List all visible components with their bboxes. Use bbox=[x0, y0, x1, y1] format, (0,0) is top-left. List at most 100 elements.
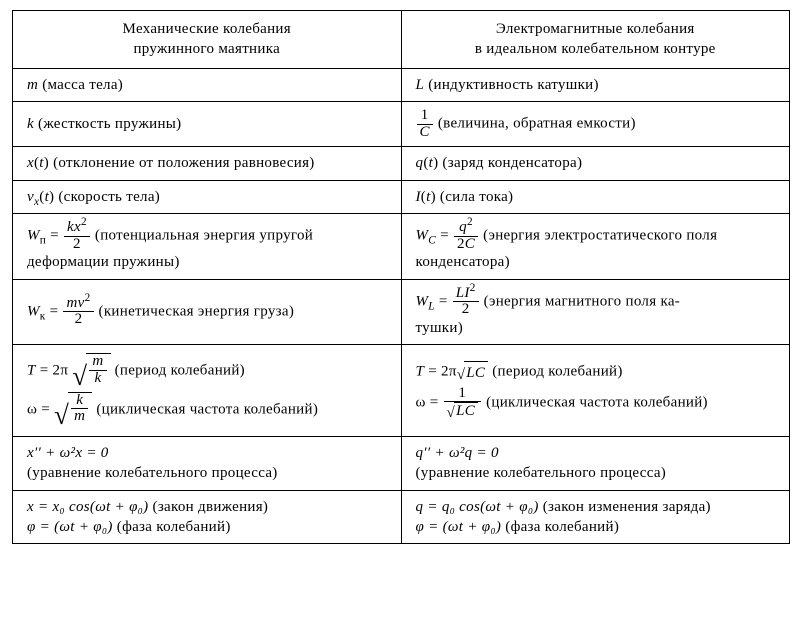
txt-law-charge: (закон изменения заряда) bbox=[539, 499, 711, 515]
txt-vx: (скорость тела) bbox=[54, 189, 160, 205]
radicand: mk bbox=[86, 353, 110, 387]
txt-Wc-a: (энергия электростатического поля bbox=[479, 227, 717, 243]
eq-phase-q: φ = (ωt + φ₀) bbox=[416, 519, 502, 535]
radical-icon: √ bbox=[457, 365, 466, 385]
sym-Wk-sub: к bbox=[40, 310, 46, 322]
frac-den: 2 bbox=[64, 237, 90, 253]
sym-v-sub: x bbox=[34, 196, 39, 208]
eq-omega-mech: ω = √km (циклическая частота колебаний) bbox=[27, 392, 391, 428]
eq-T-em: T = 2π√LC (период колебаний) bbox=[416, 361, 780, 383]
frac-den: C bbox=[417, 125, 433, 141]
cell-I: I(t) (сила тока) bbox=[401, 180, 790, 213]
cell-Wl: WL = LI2 2 (энергия магнитного поля ка- … bbox=[401, 279, 790, 345]
txt-omega-2: (циклическая частота колебаний) bbox=[482, 394, 708, 410]
sqrt-m-over-k: √mk bbox=[72, 353, 110, 389]
cell-period-em: T = 2π√LC (период колебаний) ω = 1 √LC (… bbox=[401, 345, 790, 437]
cell-mass: m (масса тела) bbox=[13, 68, 402, 101]
header-mechanical: Механические колебания пружинного маятни… bbox=[13, 11, 402, 69]
txt-I: (сила тока) bbox=[436, 189, 514, 205]
frac-mv2-2: mv2 2 bbox=[63, 296, 93, 329]
exp2: 2 bbox=[85, 292, 91, 304]
txt-x-of-t: (отклонение от положения равновесия) bbox=[49, 155, 315, 171]
frac-kx2-2: kx2 2 bbox=[64, 220, 90, 253]
sym-Wc: W bbox=[416, 227, 429, 243]
frac-k-m: km bbox=[71, 393, 88, 426]
sym-L: L bbox=[416, 77, 425, 93]
txt-q-of-t: (заряд конденсатора) bbox=[438, 155, 582, 171]
frac-m-k: mk bbox=[89, 354, 106, 387]
sym-x: x bbox=[27, 155, 34, 171]
cell-Wp: Wп = kx2 2 (потенциальная энергия упруго… bbox=[13, 213, 402, 279]
cell-ode-mech: x′′ + ω²x = 0 (уравнение колебательного … bbox=[13, 437, 402, 491]
cell-Wc: WC = q2 2C (энергия электростатического … bbox=[401, 213, 790, 279]
table-row: x = x₀ cos(ωt + φ₀) (закон движения) φ =… bbox=[13, 490, 790, 544]
exp2: 2 bbox=[470, 282, 476, 294]
txt-one-over-c: (величина, обратная емкости) bbox=[434, 115, 636, 131]
m: m bbox=[89, 354, 106, 371]
frac-num: mv2 bbox=[63, 296, 93, 313]
cell-x-of-t: x(t) (отклонение от положения равновесия… bbox=[13, 147, 402, 180]
sym-I: I bbox=[416, 189, 421, 205]
table-row: vx(t) (скорость тела) I(t) (сила тока) bbox=[13, 180, 790, 213]
cell-vx: vx(t) (скорость тела) bbox=[13, 180, 402, 213]
table-row: x′′ + ω²x = 0 (уравнение колебательного … bbox=[13, 437, 790, 491]
sym-Wp-sub: п bbox=[40, 234, 46, 246]
table-row: T = 2π √mk (период колебаний) ω = √km (ц… bbox=[13, 345, 790, 437]
txt-Wk: (кинетическая энергия груза) bbox=[95, 303, 295, 319]
cell-solution-mech: x = x₀ cos(ωt + φ₀) (закон движения) φ =… bbox=[13, 490, 402, 544]
frac-den: 2 bbox=[63, 312, 93, 328]
sym-T2: T bbox=[416, 364, 425, 380]
exp2: 2 bbox=[81, 216, 87, 228]
radicand: km bbox=[68, 392, 92, 426]
cell-Wk: Wк = mv2 2 (кинетическая энергия груза) bbox=[13, 279, 402, 345]
radical-icon: √ bbox=[54, 397, 69, 433]
k: k bbox=[67, 219, 74, 235]
eq-q-cos: q = q₀ cos(ωt + φ₀) bbox=[416, 499, 539, 515]
frac-den: 2 bbox=[453, 302, 479, 318]
txt-ode-2: (уравнение колебательного процесса) bbox=[416, 465, 667, 481]
cell-ode-em: q′′ + ω²q = 0 (уравнение колебательного … bbox=[401, 437, 790, 491]
frac-num: 1 bbox=[444, 386, 482, 403]
sym-Wp: W bbox=[27, 227, 40, 243]
sqrt-LC: √LC bbox=[457, 361, 489, 383]
txt-omega-eq: ω = bbox=[27, 401, 54, 417]
cell-stiffness: k (жесткость пружины) bbox=[13, 101, 402, 147]
txt-inductance: (индуктивность катушки) bbox=[424, 77, 599, 93]
txt-Wl-a: (энергия магнитного поля ка- bbox=[480, 293, 680, 309]
exp2: 2 bbox=[467, 216, 473, 228]
sym-m: m bbox=[27, 77, 38, 93]
radicand-LC-2: LC bbox=[454, 402, 478, 420]
table-row: Wп = kx2 2 (потенциальная энергия упруго… bbox=[13, 213, 790, 279]
txt-2pi: = 2π bbox=[36, 363, 69, 379]
sym-t2: t bbox=[429, 155, 433, 171]
eq-phase-x: φ = (ωt + φ₀) bbox=[27, 519, 113, 535]
frac-LI2-2: LI2 2 bbox=[453, 286, 479, 319]
radical-icon: √ bbox=[447, 406, 456, 422]
txt-Wl-b: тушки) bbox=[416, 320, 464, 336]
m: m bbox=[66, 295, 77, 311]
frac-1-sqrtLC: 1 √LC bbox=[444, 386, 482, 421]
header-left-line2: пружинного маятника bbox=[133, 41, 280, 57]
sym-v: v bbox=[27, 189, 34, 205]
header-right-line1: Электромагнитные колебания bbox=[496, 21, 695, 37]
txt-period-2: (период колебаний) bbox=[488, 364, 622, 380]
header-left-line1: Механические колебания bbox=[123, 21, 291, 37]
cell-period-mech: T = 2π √mk (период колебаний) ω = √km (ц… bbox=[13, 345, 402, 437]
table-row: m (масса тела) L (индуктивность катушки) bbox=[13, 68, 790, 101]
eq-omega-em: ω = 1 √LC (циклическая частота колебаний… bbox=[416, 386, 780, 421]
txt-ode: (уравнение колебательного процесса) bbox=[27, 465, 278, 481]
sym-Wl-sub: L bbox=[428, 300, 435, 312]
v: v bbox=[78, 295, 85, 311]
cell-q-of-t: q(t) (заряд конденсатора) bbox=[401, 147, 790, 180]
txt-omega: (циклическая частота колебаний) bbox=[92, 401, 318, 417]
sym-Wc-sub: C bbox=[428, 234, 436, 246]
table-row: k (жесткость пружины) 1 C (величина, обр… bbox=[13, 101, 790, 147]
eq-x-cos: x = x₀ cos(ωt + φ₀) bbox=[27, 499, 148, 515]
k: k bbox=[71, 393, 88, 410]
txt-stiffness: (жесткость пружины) bbox=[34, 116, 181, 132]
sym-T: T bbox=[27, 363, 36, 379]
sym-q: q bbox=[416, 155, 424, 171]
txt-law-motion: (закон движения) bbox=[148, 499, 268, 515]
cell-solution-em: q = q₀ cos(ωt + φ₀) (закон изменения зар… bbox=[401, 490, 790, 544]
txt-phase-2: (фаза колебаний) bbox=[501, 519, 619, 535]
